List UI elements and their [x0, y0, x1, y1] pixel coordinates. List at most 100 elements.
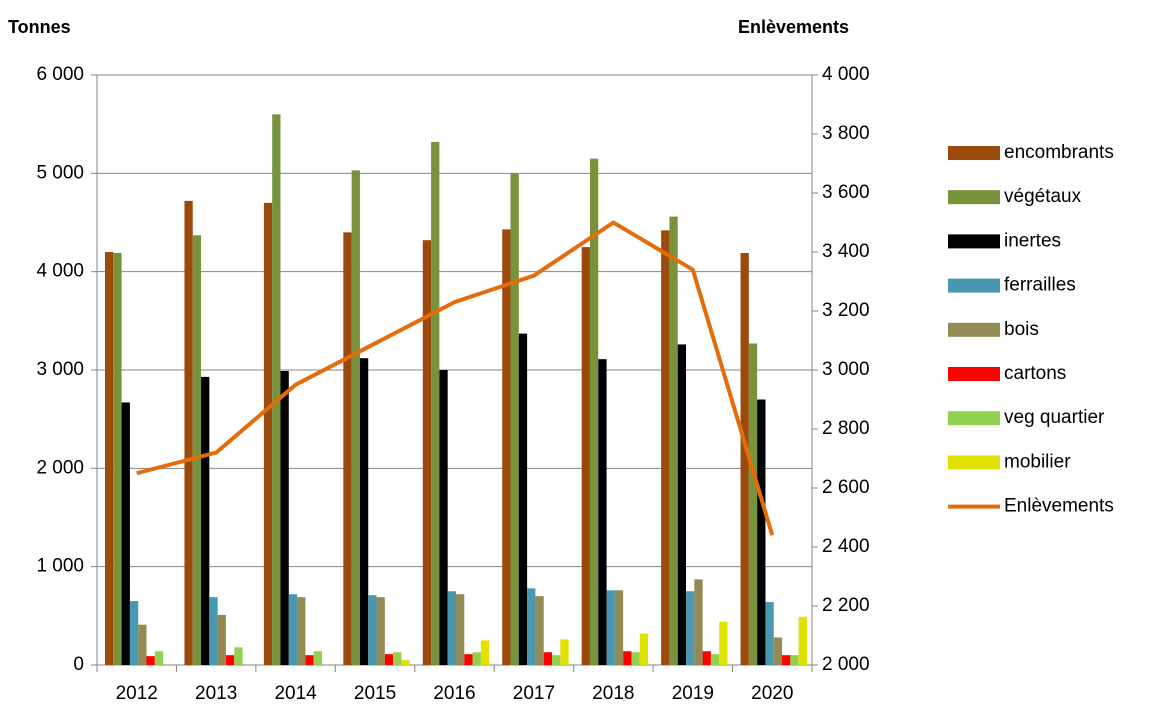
- legend-swatch: [948, 411, 1000, 426]
- bar: [765, 602, 774, 665]
- x-tick-label: 2017: [513, 683, 555, 704]
- bar: [225, 655, 235, 665]
- bar: [702, 651, 711, 665]
- bar: [192, 235, 202, 666]
- y-tick-label: 5 000: [36, 162, 84, 183]
- bar: [297, 597, 306, 665]
- y-axis-label: Tonnes: [8, 17, 71, 37]
- bar: [464, 654, 473, 665]
- legend-swatch: [948, 455, 1000, 470]
- legend-label: veg quartier: [1004, 407, 1105, 428]
- y-tick-label: 4 000: [36, 261, 84, 282]
- bar: [740, 252, 749, 665]
- bar: [589, 158, 599, 666]
- bar: [288, 594, 298, 665]
- bar: [209, 597, 218, 665]
- bar: [543, 652, 553, 665]
- y2-tick-label: 2 800: [822, 418, 870, 439]
- bar: [393, 652, 402, 665]
- bar: [351, 170, 360, 665]
- bar: [631, 652, 640, 665]
- bar: [798, 616, 807, 665]
- bar: [552, 655, 561, 665]
- bar: [138, 624, 147, 665]
- bar: [146, 656, 155, 665]
- y2-tick-label: 3 600: [822, 182, 870, 203]
- line: [136, 220, 775, 536]
- y2-tick-label: 2 200: [822, 595, 870, 616]
- legend-label: bois: [1004, 319, 1039, 340]
- bar: [113, 252, 122, 665]
- bar: [305, 655, 314, 665]
- bar: [480, 640, 490, 665]
- bar: [598, 359, 607, 665]
- bar: [368, 595, 377, 665]
- y-tick-label: 3 000: [36, 359, 84, 380]
- legend-swatch: [948, 322, 1000, 337]
- legend-swatch: [948, 190, 1000, 205]
- bar: [422, 240, 432, 665]
- bar: [694, 579, 703, 665]
- bar: [472, 652, 481, 665]
- bar: [510, 173, 519, 666]
- x-tick-label: 2016: [433, 683, 475, 704]
- y2-tick-label: 2 000: [822, 654, 870, 675]
- bar: [623, 651, 632, 665]
- bar: [581, 247, 590, 666]
- bar: [661, 230, 670, 665]
- y-tick-label: 6 000: [36, 64, 84, 85]
- bar: [502, 229, 511, 665]
- y-tick-label: 2 000: [36, 457, 84, 478]
- x-tick-label: 2015: [354, 683, 396, 704]
- bar: [376, 597, 385, 665]
- legend-label: inertes: [1004, 230, 1061, 251]
- bar: [606, 590, 615, 665]
- legend-label: végétaux: [1004, 186, 1082, 207]
- legend-label: mobilier: [1004, 451, 1071, 472]
- y2-tick-label: 3 000: [822, 359, 870, 380]
- bar: [757, 399, 766, 665]
- y2-tick-label: 3 200: [822, 300, 870, 321]
- bar: [639, 633, 649, 665]
- legend-label: cartons: [1004, 363, 1066, 384]
- bar: [431, 141, 440, 665]
- bar: [121, 402, 130, 665]
- bar: [447, 591, 456, 665]
- legend-swatch: [948, 234, 1000, 249]
- bar: [105, 252, 114, 665]
- bar: [439, 370, 448, 665]
- bar: [518, 333, 528, 665]
- bar: [560, 639, 569, 665]
- x-tick-label: 2020: [751, 683, 793, 704]
- legend-label: ferrailles: [1004, 275, 1076, 296]
- x-tick-label: 2012: [116, 683, 158, 704]
- legend-label: Enlèvements: [1004, 496, 1114, 517]
- y2-tick-label: 3 800: [822, 123, 870, 144]
- bar: [669, 216, 678, 665]
- bar: [129, 601, 139, 665]
- bar: [773, 637, 783, 665]
- y2-axis-label: Enlèvements: [738, 17, 849, 37]
- legend-swatch: [948, 367, 1000, 381]
- bar: [280, 370, 289, 665]
- x-tick-label: 2013: [195, 683, 237, 704]
- x-tick-label: 2019: [672, 683, 714, 704]
- y2-tick-label: 2 600: [822, 477, 870, 498]
- legend-swatch: [948, 146, 1000, 160]
- bar: [790, 655, 799, 665]
- bar: [384, 654, 394, 665]
- bar: [272, 114, 281, 666]
- bar: [234, 647, 243, 665]
- bar: [401, 660, 410, 665]
- bar: [359, 358, 369, 665]
- bar: [154, 651, 164, 665]
- y2-tick-label: 4 000: [822, 64, 870, 85]
- bar: [313, 651, 322, 665]
- bar: [263, 202, 273, 666]
- legend-label: encombrants: [1004, 142, 1114, 163]
- bar: [719, 621, 728, 665]
- y2-tick-label: 2 400: [822, 536, 870, 557]
- bar: [201, 376, 210, 665]
- bar: [686, 591, 695, 665]
